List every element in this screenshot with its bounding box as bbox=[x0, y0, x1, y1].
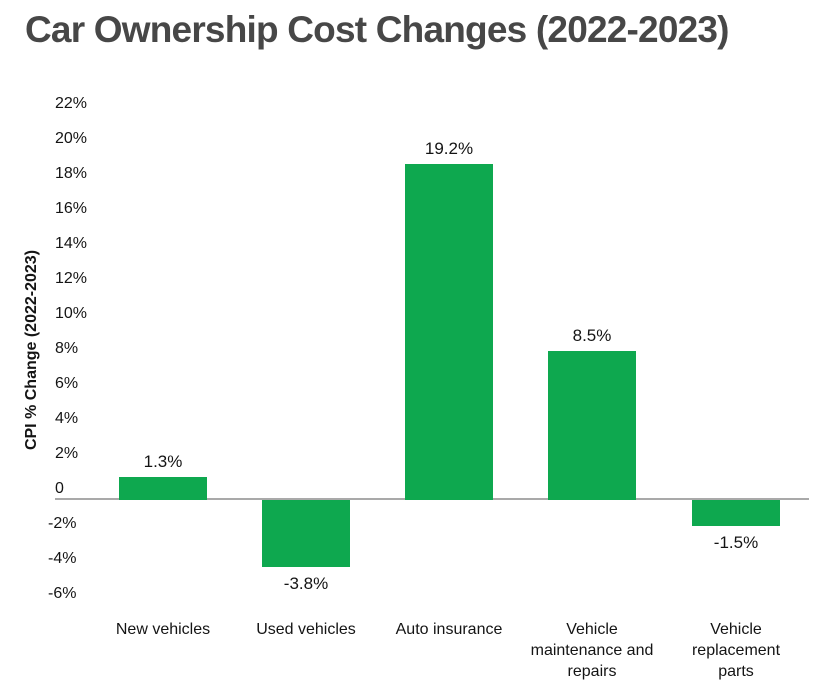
y-tick-label: 0 bbox=[55, 480, 64, 497]
category-label-line: maintenance and bbox=[530, 642, 654, 659]
category-label-line: replacement bbox=[691, 642, 781, 659]
y-tick-label: 16% bbox=[55, 200, 88, 217]
y-tick-label: 22% bbox=[55, 95, 88, 112]
y-tick-label: -2% bbox=[48, 515, 77, 532]
bar-used-vehicles bbox=[262, 500, 350, 567]
bar-vehicle-maintenance-and-repairs bbox=[548, 351, 636, 500]
category-label-auto-insurance: Auto insurance bbox=[369, 619, 529, 640]
y-tick-label: 14% bbox=[55, 235, 88, 252]
bar-value-label: 19.2% bbox=[424, 139, 474, 158]
bar-value-label: -1.5% bbox=[713, 533, 759, 553]
y-tick-label: 18% bbox=[55, 165, 88, 182]
category-label-line: Used vehicles bbox=[256, 621, 356, 638]
bar-value-label: 8.5% bbox=[572, 326, 612, 346]
bar-auto-insurance bbox=[405, 164, 493, 500]
y-axis-title: CPI % Change (2022-2023) bbox=[23, 249, 40, 451]
y-tick-label: 4% bbox=[55, 410, 79, 427]
category-label-used-vehicles: Used vehicles bbox=[226, 619, 386, 640]
category-label-line: repairs bbox=[567, 663, 617, 680]
category-label-line: New vehicles bbox=[115, 621, 211, 638]
category-label-vehicle-replacement-parts: Vehicle replacement parts bbox=[656, 619, 816, 682]
y-tick-label: -6% bbox=[48, 585, 77, 602]
category-label-line: parts bbox=[718, 663, 754, 680]
category-label-line: Vehicle bbox=[566, 621, 618, 638]
y-tick-label: 10% bbox=[55, 305, 88, 322]
bar-new-vehicles bbox=[119, 477, 207, 500]
category-label-line: Auto insurance bbox=[395, 621, 503, 638]
y-tick-label: 6% bbox=[55, 375, 79, 392]
bar-value-label: -3.8% bbox=[283, 573, 329, 593]
bar-vehicle-replacement-parts bbox=[692, 500, 780, 527]
y-tick-label: 12% bbox=[55, 270, 88, 287]
y-tick-label: 20% bbox=[55, 130, 88, 147]
category-label-vehicle-maintenance-and-repairs: Vehicle maintenance and repairs bbox=[512, 619, 672, 682]
category-label-line: Vehicle bbox=[710, 621, 762, 638]
category-label-new-vehicles: New vehicles bbox=[83, 619, 243, 640]
bar-value-label: 1.3% bbox=[143, 452, 183, 472]
chart-title: Car Ownership Cost Changes (2022-2023) bbox=[25, 9, 729, 50]
y-tick-label: -4% bbox=[48, 550, 77, 567]
y-tick-label: 2% bbox=[55, 445, 79, 462]
y-tick-label: 8% bbox=[55, 340, 79, 357]
